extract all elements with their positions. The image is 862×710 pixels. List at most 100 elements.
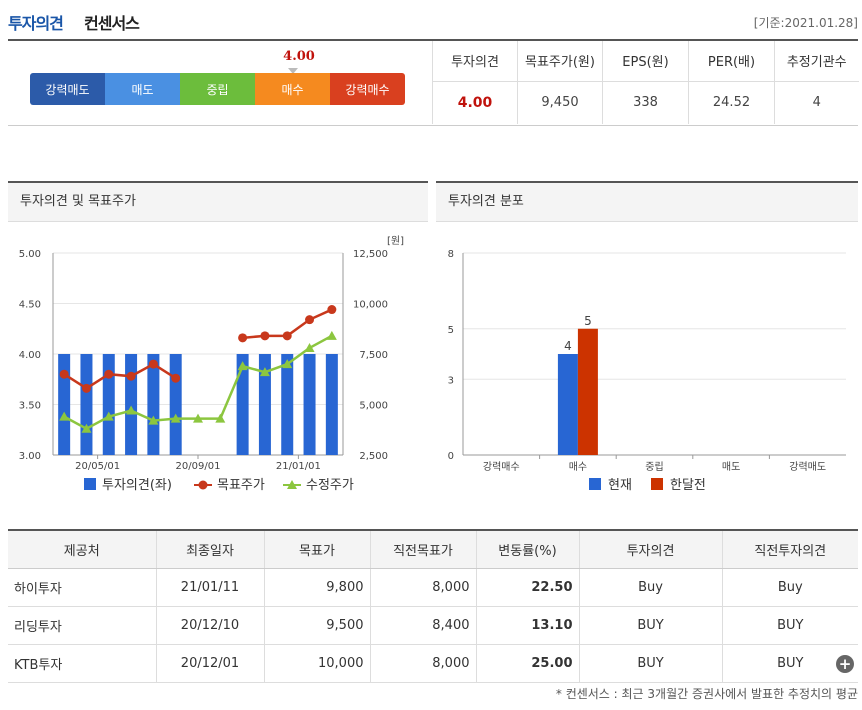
opinion-scale: 강력매도 매도 중립 매수 강력매수 xyxy=(30,73,405,105)
opinion-bar xyxy=(125,354,138,455)
adjusted-price-point xyxy=(81,423,92,433)
y-tick: 5 xyxy=(448,325,454,336)
summary-bottom-rule xyxy=(8,125,858,126)
col-header: 변동률(%) xyxy=(475,530,579,569)
opinion-bar xyxy=(169,354,182,455)
adjusted-price-point xyxy=(193,413,203,423)
target-price-point xyxy=(171,373,181,383)
adjusted-price-point xyxy=(103,411,114,421)
legend-current: 현재 xyxy=(608,478,632,493)
adjusted-price-point xyxy=(326,330,337,340)
table-row: 리딩투자 20/12/10 9,500 8,400 13.10 BUY BUY xyxy=(8,606,858,645)
legend-adjusted: 수정주가 xyxy=(306,478,354,493)
adjusted-price-point xyxy=(237,361,248,371)
y-right-unit: [원] xyxy=(387,235,404,247)
summary-target-price: 9,450 xyxy=(517,81,603,124)
adjusted-price-point xyxy=(259,367,270,377)
legend-swatch-month-ago xyxy=(651,478,663,490)
x-tick: 매도 xyxy=(722,461,740,473)
scale-strong-sell: 강력매도 xyxy=(30,73,105,105)
y-left-tick: 3.50 xyxy=(19,401,41,412)
y-left-tick: 3.00 xyxy=(19,451,41,462)
y-left-tick: 4.00 xyxy=(19,350,41,361)
legend-swatch-current xyxy=(589,478,601,490)
bar-label: 5 xyxy=(584,314,592,328)
y-right-tick: 12,500 xyxy=(353,249,388,260)
legend-swatch-opinion xyxy=(84,478,96,490)
last-date: 20/12/10 xyxy=(155,606,264,645)
col-header: 목표가 xyxy=(263,530,370,569)
y-right-tick: 7,500 xyxy=(359,350,388,361)
opinion-bar xyxy=(325,354,338,455)
prev-opinion: BUY xyxy=(721,644,858,683)
summary-header: 추정기관수 xyxy=(774,41,859,82)
table-row: 하이투자 21/01/11 9,800 8,000 22.50 Buy Buy xyxy=(8,568,858,607)
change-rate: 22.50 xyxy=(475,568,579,607)
target-price-point xyxy=(59,369,69,379)
adjusted-price-point xyxy=(148,415,159,425)
opinion: BUY xyxy=(578,644,722,683)
opinion-bar xyxy=(58,354,71,455)
y-left-tick: 5.00 xyxy=(19,249,41,260)
legend-opinion: 투자의견(좌) xyxy=(102,478,172,493)
summary-count: 4 xyxy=(774,81,859,124)
scale-sell: 매도 xyxy=(105,73,180,105)
x-tick: 21/01/01 xyxy=(276,461,321,472)
scale-marker-value: 4.00 xyxy=(283,49,315,64)
x-tick: 매수 xyxy=(569,461,587,473)
opinion-bar xyxy=(236,354,249,455)
table-row: KTB투자 20/12/01 10,000 8,000 25.00 BUY BUY xyxy=(8,644,858,683)
current-bar xyxy=(557,354,578,455)
broker-name: 리딩투자 xyxy=(8,606,156,645)
x-tick: 강력매수 xyxy=(483,461,520,473)
title-black: 컨센서스 xyxy=(84,14,140,33)
scale-strong-buy: 강력매수 xyxy=(330,73,405,105)
target-price-point xyxy=(104,369,114,379)
col-header: 제공처 xyxy=(8,530,156,569)
x-tick: 20/09/01 xyxy=(176,461,221,472)
target-price-point xyxy=(126,371,136,381)
opinion-bar xyxy=(102,354,115,455)
last-date: 20/12/01 xyxy=(155,644,264,683)
opinion-bar xyxy=(147,354,160,455)
opinion-target-chart: 5.00 12,500 4.50 10,000 4.00 7,500 3.50 5,000 3.… xyxy=(19,235,404,493)
scale-marker-triangle-icon xyxy=(288,68,298,74)
header-divider xyxy=(8,39,858,41)
target-price: 9,500 xyxy=(263,606,370,645)
y-right-tick: 5,000 xyxy=(359,401,388,412)
change-rate: 13.10 xyxy=(475,606,579,645)
y-left-tick: 4.50 xyxy=(19,300,41,311)
y-tick: 8 xyxy=(448,249,454,260)
adjusted-price-point xyxy=(59,411,70,421)
x-tick: 강력매도 xyxy=(789,461,826,473)
target-price-point xyxy=(148,359,158,369)
col-header: 투자의견 xyxy=(578,530,722,569)
prev-target-price: 8,400 xyxy=(369,606,476,645)
opinion-bar xyxy=(281,354,294,455)
opinion-bar xyxy=(303,354,316,455)
left-panel-title: 투자의견 및 목표주가 xyxy=(8,181,428,222)
legend-swatch-adjusted xyxy=(287,480,297,489)
y-tick: 3 xyxy=(448,375,454,386)
prev-target-price: 8,000 xyxy=(369,568,476,607)
month-ago-bar xyxy=(577,328,598,455)
target-price: 10,000 xyxy=(263,644,370,683)
y-tick: 0 xyxy=(448,451,454,462)
footnote: * 컨센서스 : 최근 3개월간 증권사에서 발표한 추정치의 평균 xyxy=(555,687,858,701)
summary-opinion: 4.00 xyxy=(432,81,518,124)
y-right-tick: 2,500 xyxy=(359,451,388,462)
legend-month-ago: 한달전 xyxy=(670,478,706,493)
summary-header: 목표주가(원) xyxy=(517,41,603,82)
base-date: [기준:2021.01.28] xyxy=(753,16,858,30)
col-header: 직전투자의견 xyxy=(721,530,858,569)
opinion: Buy xyxy=(578,568,722,607)
right-panel-title: 투자의견 분포 xyxy=(436,181,858,222)
more-button[interactable]: + xyxy=(836,655,854,673)
target-price-point xyxy=(327,305,337,315)
change-rate: 25.00 xyxy=(475,644,579,683)
target-price-point xyxy=(238,333,248,343)
target-price-point xyxy=(81,383,91,393)
broker-name: 하이투자 xyxy=(8,568,156,607)
target-price-point xyxy=(260,331,270,341)
x-tick: 중립 xyxy=(645,460,663,473)
